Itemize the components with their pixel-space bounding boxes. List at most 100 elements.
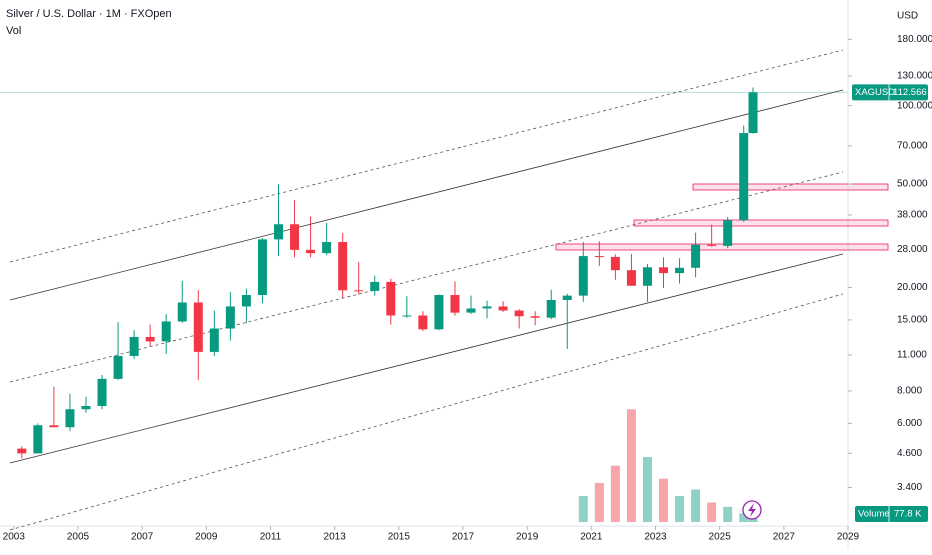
volume-bar — [675, 496, 685, 522]
y-tick-label: 38.000 — [897, 210, 928, 221]
candle-body — [546, 299, 556, 318]
x-tick-label: 2023 — [644, 532, 667, 543]
candle-body — [65, 409, 75, 428]
x-tick-label: 2017 — [452, 532, 475, 543]
candle-body — [418, 315, 428, 330]
zone — [633, 219, 889, 227]
candle-body — [594, 256, 604, 258]
candle-body — [402, 315, 412, 317]
y-tick-label: 20.000 — [897, 282, 928, 293]
candle-body — [290, 224, 300, 250]
candle-body — [578, 256, 588, 296]
x-tick-label: 2007 — [131, 532, 154, 543]
volume-bar — [739, 513, 749, 522]
y-tick-label: 100.000 — [897, 100, 932, 111]
candle-body — [81, 405, 91, 410]
volume-bar — [691, 489, 701, 522]
candle-body — [338, 242, 348, 291]
zone — [692, 183, 889, 191]
y-tick-label: 15.000 — [897, 315, 928, 326]
x-tick-label: 2029 — [837, 532, 860, 543]
candle-body — [193, 302, 203, 352]
volume-bar — [723, 506, 733, 522]
volume-indicator: Vol — [6, 25, 21, 37]
candle-body — [723, 220, 733, 246]
x-tick-label: 2021 — [580, 532, 603, 543]
candle-body — [273, 224, 283, 240]
y-tick-label: 11.000 — [897, 350, 927, 361]
y-tick-label: 28.000 — [897, 244, 928, 255]
candle-body — [482, 306, 492, 309]
candle-body — [748, 92, 758, 134]
x-tick-label: 2009 — [195, 532, 218, 543]
candle-body — [386, 281, 396, 316]
channel-dashed — [9, 49, 844, 263]
candle-body — [450, 295, 460, 313]
x-tick-label: 2005 — [67, 532, 90, 543]
candle-body — [257, 239, 267, 296]
channel-dashed — [9, 293, 844, 531]
alert-icon-bolt — [748, 503, 756, 517]
candle-body — [466, 308, 476, 313]
candle-body — [691, 244, 701, 268]
candle-body — [675, 267, 685, 274]
candle-body — [370, 281, 380, 291]
y-tick-label: 180.000 — [897, 34, 932, 45]
volume-bar — [707, 502, 717, 522]
volume-bar — [642, 457, 652, 522]
y-tick-label: 6.000 — [897, 418, 922, 429]
volume-last-label: 77.8 K — [894, 509, 922, 520]
zones — [555, 183, 889, 251]
volume-bar — [626, 409, 636, 522]
channel-dashed — [9, 171, 844, 383]
y-tick-label: 4.600 — [897, 448, 922, 459]
volume-tag — [855, 506, 928, 522]
x-tick-label: 2013 — [324, 532, 347, 543]
candle-body — [306, 249, 316, 254]
volume-bar — [610, 465, 620, 522]
candle-body — [739, 133, 749, 221]
x-tick-label: 2015 — [388, 532, 411, 543]
candle-body — [225, 306, 235, 329]
candle-body — [530, 316, 540, 318]
candle-body — [642, 267, 652, 286]
candle-body — [209, 328, 219, 352]
x-tick-label: 2025 — [709, 532, 732, 543]
y-tick-label: 8.000 — [897, 386, 922, 397]
zone — [555, 243, 889, 251]
candle-body — [113, 355, 123, 379]
y-tick-label: 70.000 — [897, 141, 928, 152]
candle-body — [659, 267, 669, 274]
candle-body — [33, 425, 43, 454]
channel-solid — [9, 89, 844, 301]
candle-body — [354, 290, 364, 292]
candle-body — [434, 295, 444, 330]
candle-body — [610, 256, 620, 271]
candle-body — [177, 302, 187, 322]
candle-body — [241, 295, 251, 307]
candle-body — [322, 242, 332, 254]
x-tick-label: 2027 — [773, 532, 796, 543]
x-tick-label: 2003 — [3, 532, 26, 543]
candle-body — [562, 295, 572, 300]
candle-body — [129, 336, 139, 356]
y-tick-label: 130.000 — [897, 71, 932, 82]
channel-solid — [9, 253, 844, 464]
y-tick-label: 3.400 — [897, 482, 922, 493]
chart-title: Silver / U.S. Dollar · 1M · FXOpen — [6, 8, 172, 20]
candle-body — [17, 448, 27, 454]
x-tick-label: 2019 — [516, 532, 539, 543]
candle-body — [49, 425, 59, 428]
currency: USD — [897, 11, 918, 22]
plot — [0, 87, 848, 522]
volume-bar — [594, 483, 604, 522]
last-price-label: 112.566 — [893, 87, 927, 98]
x-tick-label: 2011 — [260, 532, 282, 543]
trend-channel — [9, 49, 844, 531]
volume-bar — [659, 478, 669, 522]
symbol-label: XAGUSD — [855, 87, 895, 98]
candle-body — [514, 310, 524, 317]
candle-body — [498, 306, 508, 311]
